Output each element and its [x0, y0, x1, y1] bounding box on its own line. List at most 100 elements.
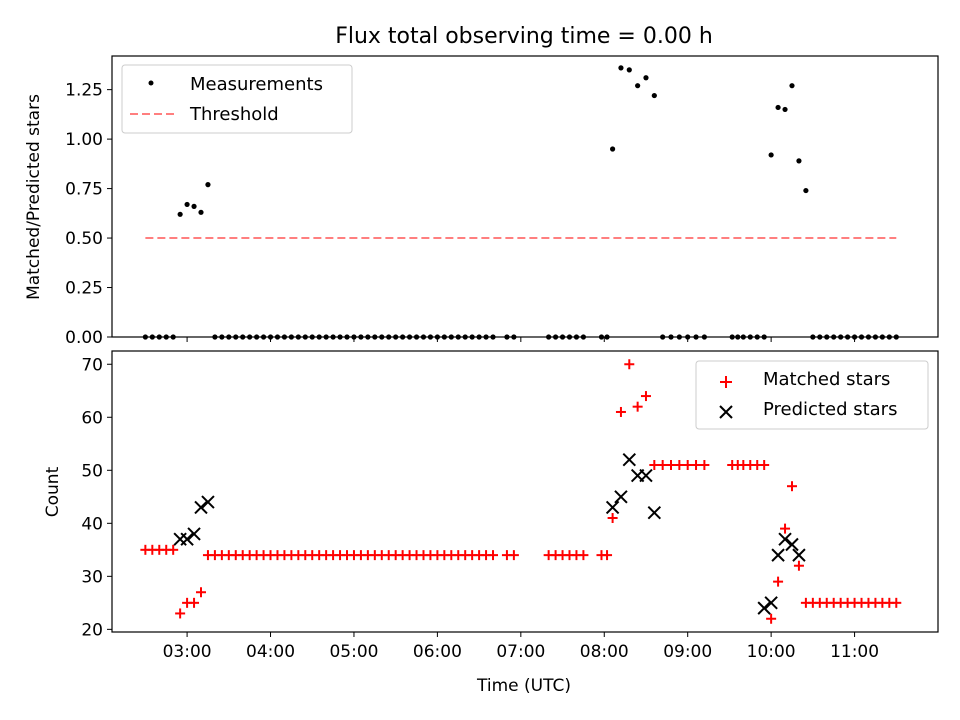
measurement-point	[205, 182, 211, 188]
top-y-ticks: 0.00 0.25 0.50 0.75 1.00 1.25	[65, 81, 112, 348]
y-tick-label: 50	[81, 461, 103, 481]
legend-matched-label: Matched stars	[763, 369, 890, 390]
x-axis-label: Time (UTC)	[476, 676, 571, 696]
measurement-point	[796, 158, 802, 164]
measurement-point	[365, 334, 371, 340]
y-tick-label: 60	[81, 408, 103, 428]
measurement-point	[865, 334, 872, 340]
measurement-point	[316, 334, 322, 340]
measurement-point	[337, 334, 343, 340]
measurement-point	[184, 201, 190, 208]
measurement-point	[427, 334, 434, 340]
top-x-ticks	[186, 337, 856, 342]
measurement-point	[240, 334, 246, 340]
measurement-point	[740, 334, 746, 340]
matched-point	[766, 613, 777, 624]
measurement-point	[400, 334, 406, 340]
measurement-point	[295, 334, 301, 340]
matched-point	[578, 550, 589, 561]
x-tick-label: 04:00	[246, 642, 295, 662]
measurement-point	[754, 334, 760, 340]
measurement-point	[879, 334, 885, 340]
measurement-point	[198, 209, 204, 215]
measurement-point	[782, 106, 788, 113]
measurement-point	[618, 65, 624, 71]
x-tick-label: 10:00	[747, 642, 796, 662]
predicted-point	[778, 532, 792, 546]
predicted-point	[792, 548, 806, 562]
measurement-point	[651, 92, 657, 99]
matched-point	[773, 576, 784, 587]
measurement-point	[462, 334, 468, 340]
measurement-point	[483, 334, 489, 340]
top-plot-frame	[111, 55, 939, 338]
measurement-point	[635, 83, 641, 89]
measurement-point	[372, 334, 378, 340]
matched-point	[666, 459, 677, 470]
measurement-point	[441, 334, 447, 340]
matched-point	[657, 459, 668, 470]
predicted-point	[771, 548, 785, 562]
matched-point	[602, 550, 613, 561]
measurement-point	[142, 334, 148, 340]
matched-point	[607, 513, 618, 524]
measurement-point	[676, 334, 682, 340]
x-tick-label: 09:00	[663, 642, 712, 662]
measurement-point	[476, 334, 482, 340]
measurement-point	[685, 334, 691, 340]
measurement-point	[504, 334, 510, 340]
measurement-point	[149, 334, 155, 340]
matched-point	[674, 459, 685, 470]
matched-point	[640, 391, 651, 402]
predicted-point	[622, 452, 637, 467]
matched-point	[508, 550, 519, 561]
measurement-point	[761, 334, 767, 340]
measurement-point	[226, 334, 232, 340]
measurement-point	[469, 334, 475, 340]
bottom-x-ticks: 03:00 04:00 05:00 06:00 07:00 08:00 09:00 10:00…	[163, 632, 879, 662]
measurement-point	[434, 334, 440, 340]
matched-point	[691, 459, 702, 470]
measurement-point	[851, 334, 858, 340]
measurement-point	[610, 146, 616, 152]
measurement-point	[598, 334, 605, 340]
measurement-point	[693, 334, 699, 340]
matched-point	[632, 401, 643, 412]
measurement-point	[323, 334, 329, 340]
measurement-point	[379, 334, 385, 340]
measurement-point	[643, 75, 649, 81]
x-tick-label: 06:00	[413, 642, 462, 662]
predicted-point	[647, 506, 662, 520]
measurement-point	[831, 334, 837, 340]
legend-threshold-label: Threshold	[189, 104, 279, 125]
predicted-point	[173, 532, 187, 546]
measurement-point	[735, 334, 741, 340]
measurement-point	[254, 334, 260, 340]
predicted-point	[201, 495, 215, 509]
measurement-point	[824, 334, 830, 340]
measurement-point	[393, 334, 399, 340]
measurement-point	[267, 334, 274, 340]
measurement-point	[413, 334, 420, 340]
predicted-point	[180, 532, 194, 546]
measurement-point	[288, 334, 294, 340]
measurement-point	[838, 334, 844, 340]
y-tick-label: 70	[81, 355, 103, 375]
measurement-point	[177, 211, 183, 217]
y-tick-label: 40	[81, 514, 103, 534]
top-axes: 0.00 0.25 0.50 0.75 1.00 1.25 Matched/Predict…	[24, 55, 939, 348]
measurement-point	[260, 334, 267, 340]
measurement-point	[420, 334, 427, 340]
measurement-point	[566, 334, 573, 340]
x-tick-label: 07:00	[496, 642, 545, 662]
y-tick-label: 0.25	[65, 279, 103, 299]
y-tick-label: 30	[81, 567, 103, 587]
predicted-point	[187, 527, 201, 541]
bottom-y-axis-label: Count	[43, 466, 63, 517]
chart-title: Flux total observing time = 0.00 h	[335, 24, 713, 49]
predicted-point	[757, 601, 771, 615]
measurement-point	[511, 334, 517, 340]
matched-point	[615, 406, 626, 417]
matched-point	[786, 481, 797, 492]
